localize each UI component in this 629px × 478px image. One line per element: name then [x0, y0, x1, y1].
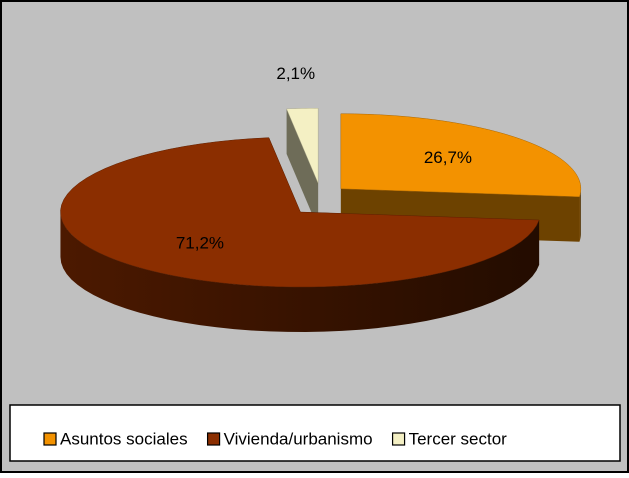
data-label: 71,2% [176, 234, 224, 253]
legend-swatch [43, 432, 57, 446]
data-label: 2,1% [276, 64, 315, 83]
slice-wall [286, 108, 319, 229]
legend-swatch [391, 432, 406, 446]
slice [286, 107, 319, 184]
slice [340, 113, 582, 198]
legend-label: Vivienda/urbanismo [224, 429, 373, 448]
slice [60, 137, 540, 288]
data-label: 26,7% [424, 148, 472, 167]
slice-side [60, 212, 540, 333]
legend-label: Tercer sector [409, 429, 508, 448]
slice-side [579, 188, 581, 242]
legend-box [9, 404, 621, 462]
legend-swatch [206, 432, 221, 446]
legend-label: Asuntos sociales [60, 429, 188, 448]
